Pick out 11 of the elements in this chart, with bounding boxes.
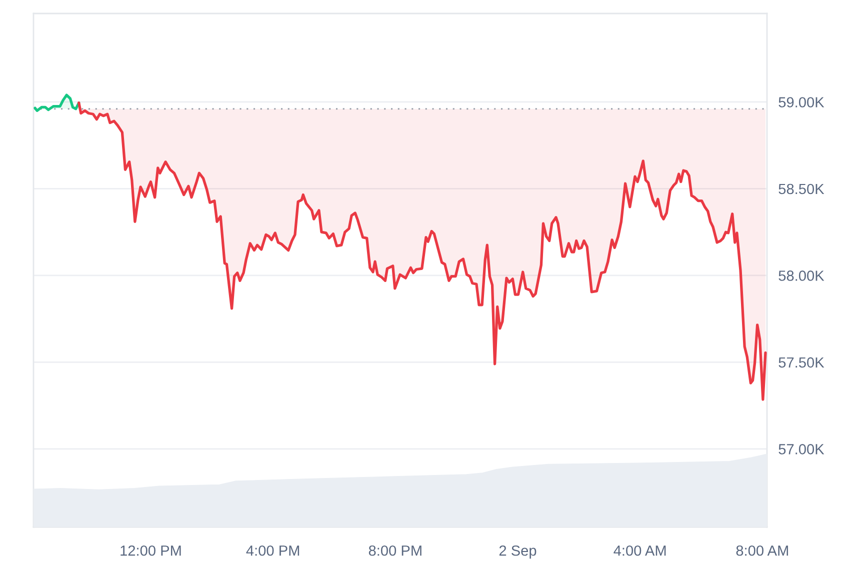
y-tick-label: 59.00K [778, 97, 824, 108]
x-tick-label: 8:00 AM [736, 545, 788, 556]
x-tick-label: 4:00 AM [614, 545, 666, 556]
x-tick-label: 4:00 PM [246, 545, 300, 556]
x-tick-label: 2 Sep [499, 545, 536, 559]
y-tick-label: 57.50K [778, 357, 824, 368]
y-tick-label: 58.50K [778, 184, 824, 194]
y-tick-label: 58.00K [778, 270, 824, 281]
x-tick-label: 12:00 PM [120, 545, 181, 556]
y-tick-label: 57.00K [778, 444, 824, 454]
x-tick-label: 8:00 PM [368, 545, 422, 556]
